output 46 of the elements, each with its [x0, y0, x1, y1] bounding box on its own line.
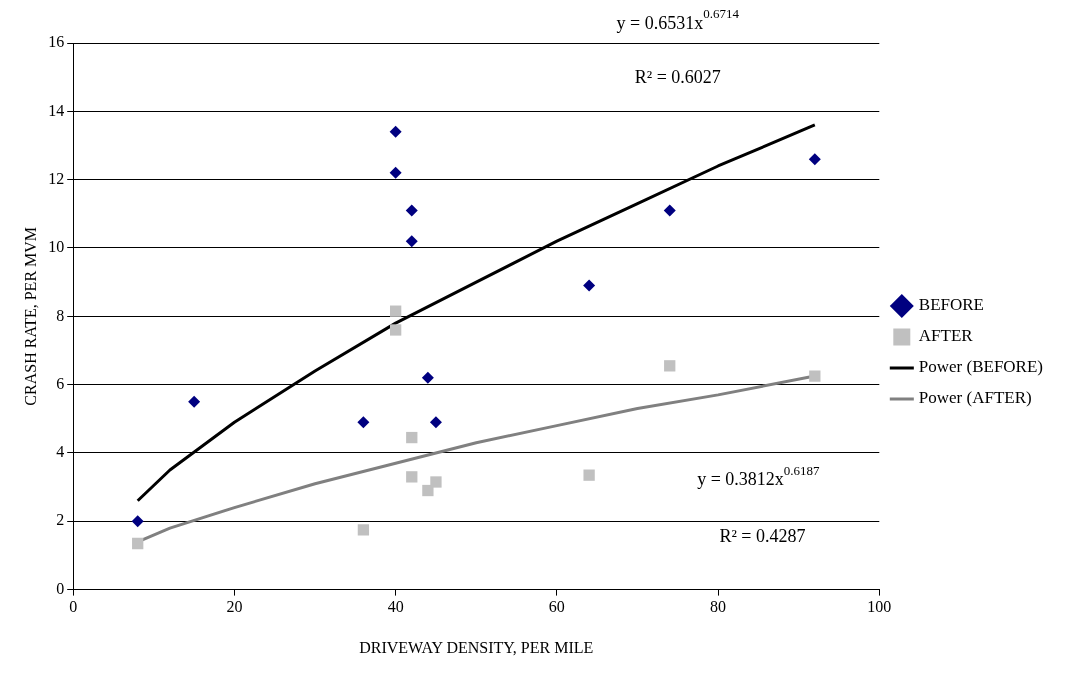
y-tick-label: 10	[48, 238, 65, 256]
y-tick-label: 2	[56, 511, 65, 529]
y-tick-label: 8	[56, 306, 65, 324]
point	[663, 204, 676, 217]
point	[664, 360, 676, 372]
point	[405, 204, 418, 217]
point	[430, 476, 442, 488]
y-tick-label: 4	[56, 443, 65, 461]
point	[429, 416, 442, 429]
legend-label: Power (AFTER)	[918, 388, 1032, 408]
y-tick-label: 0	[56, 579, 65, 597]
point	[421, 371, 434, 384]
point	[583, 279, 596, 292]
legend-label: BEFORE	[918, 295, 984, 315]
point	[188, 395, 201, 408]
point	[389, 324, 402, 336]
point	[808, 153, 821, 166]
point	[389, 305, 402, 317]
point	[389, 125, 402, 138]
point	[357, 416, 370, 429]
point	[389, 166, 402, 179]
annotation: R² = 0.6027	[634, 67, 721, 88]
x-tick-label: 60	[548, 598, 565, 616]
x-tick-label: 80	[710, 598, 727, 616]
point	[131, 515, 144, 528]
point	[809, 370, 821, 382]
y-tick-label: 14	[48, 101, 65, 119]
point	[405, 235, 418, 248]
point	[357, 524, 370, 536]
x-axis-title: DRIVEWAY DENSITY, PER MILE	[359, 638, 594, 656]
y-tick-label: 16	[48, 33, 65, 51]
legend-label: AFTER	[918, 326, 974, 346]
point	[422, 484, 434, 497]
annotation: R² = 0.4287	[719, 526, 806, 547]
y-axis-title: CRASH RATE, PER MVM	[21, 226, 39, 406]
x-tick-label: 0	[69, 598, 78, 616]
y-tick-label: 6	[56, 374, 65, 392]
legend-label: Power (BEFORE)	[918, 357, 1044, 377]
x-tick-label: 100	[867, 598, 892, 616]
point	[406, 471, 418, 483]
y-tick-label: 12	[48, 169, 65, 187]
point	[583, 469, 595, 481]
x-tick-label: 20	[226, 598, 243, 616]
point	[132, 537, 144, 550]
point	[406, 431, 418, 444]
x-tick-label: 40	[387, 598, 404, 616]
